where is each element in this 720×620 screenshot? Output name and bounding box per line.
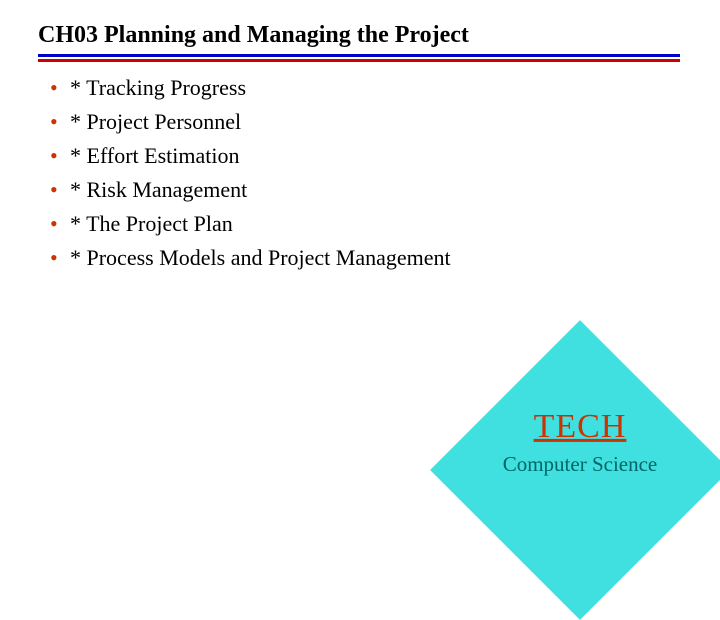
bullet-icon: • xyxy=(50,244,70,272)
bullet-icon: • xyxy=(50,74,70,102)
logo-content: TECH Computer Science xyxy=(460,408,700,477)
list-item: • * Risk Management xyxy=(50,176,451,204)
list-item: • * The Project Plan xyxy=(50,210,451,238)
subtitle-label: Computer Science xyxy=(460,452,700,477)
bullet-icon: • xyxy=(50,176,70,204)
list-item-text: * Process Models and Project Management xyxy=(70,244,451,272)
list-item-text: * Tracking Progress xyxy=(70,74,246,102)
bullet-icon: • xyxy=(50,108,70,136)
title-divider xyxy=(38,54,680,62)
slide-title: CH03 Planning and Managing the Project xyxy=(38,22,469,49)
list-item-text: * Effort Estimation xyxy=(70,142,239,170)
tech-label: TECH xyxy=(460,408,700,446)
list-item: • * Process Models and Project Managemen… xyxy=(50,244,451,272)
bullet-icon: • xyxy=(50,210,70,238)
divider-line-top xyxy=(38,54,680,57)
list-item-text: * Risk Management xyxy=(70,176,247,204)
logo-block: TECH Computer Science xyxy=(430,320,720,620)
list-item: • * Tracking Progress xyxy=(50,74,451,102)
bullet-icon: • xyxy=(50,142,70,170)
list-item-text: * Project Personnel xyxy=(70,108,241,136)
list-item-text: * The Project Plan xyxy=(70,210,233,238)
list-item: • * Effort Estimation xyxy=(50,142,451,170)
topic-list: • * Tracking Progress • * Project Person… xyxy=(50,74,451,278)
divider-line-bottom xyxy=(38,59,680,62)
list-item: • * Project Personnel xyxy=(50,108,451,136)
